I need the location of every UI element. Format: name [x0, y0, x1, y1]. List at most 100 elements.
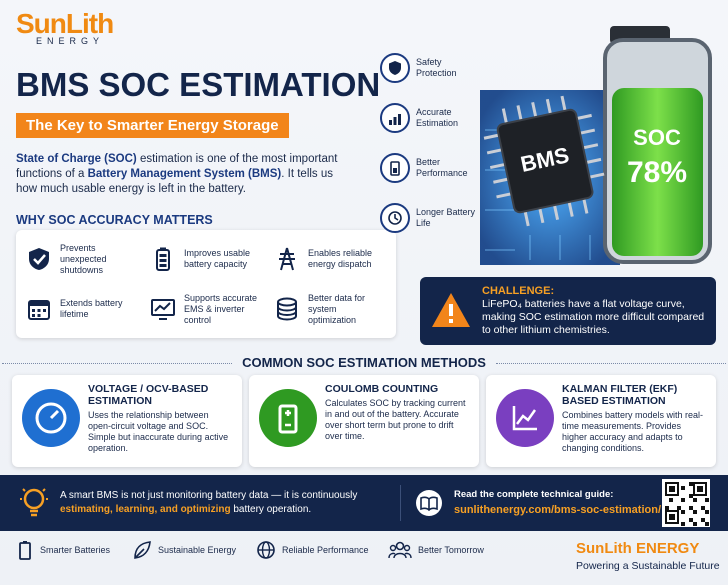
- footer-item: Better Tomorrow: [388, 540, 484, 560]
- warning-icon: [432, 293, 470, 327]
- why-title: WHY SOC ACCURACY MATTERS: [16, 213, 213, 227]
- why-text: Extends battery lifetime: [60, 298, 123, 319]
- battery-graphic: BMS SOC 78%: [480, 26, 712, 265]
- footer-text: Better Tomorrow: [418, 545, 484, 555]
- banner: A smart BMS is not just monitoring batte…: [0, 475, 728, 531]
- why-text: Supports accurate EMS & inverter control: [184, 292, 258, 325]
- why-item: Enables reliable energy dispatch: [268, 234, 392, 284]
- divider: [2, 363, 233, 365]
- qr-cell: [689, 494, 693, 498]
- title: BMS SOC ESTIMATION: [16, 66, 381, 103]
- intro-text: estimation is one of the most important …: [16, 153, 338, 180]
- intro-bold: Battery Management System (BMS): [87, 168, 282, 180]
- why-text: Enables reliable energy dispatch: [308, 248, 373, 269]
- qr-cell: [669, 514, 675, 520]
- divider: [400, 485, 401, 521]
- qr-cell: [677, 506, 681, 510]
- logo-sub: ENERGY: [36, 36, 105, 46]
- feature: Longer Battery Life: [380, 203, 480, 233]
- qr-cell: [681, 498, 685, 502]
- bulb-icon: [20, 488, 48, 517]
- chip: BMS: [483, 95, 605, 227]
- qr-cell: [705, 498, 709, 502]
- why-card: Prevents unexpected shutdowns Improves u…: [16, 230, 396, 338]
- why-text: Improves usable battery capacity: [184, 248, 251, 269]
- qr-cell: [681, 522, 685, 526]
- divider: [495, 363, 726, 365]
- why-text: Prevents unexpected shutdowns: [60, 242, 107, 275]
- qr-cell: [693, 498, 697, 502]
- banner-message: A smart BMS is not just monitoring batte…: [60, 489, 390, 517]
- method-text: Combines battery models with real-time m…: [562, 410, 704, 453]
- why-item: Supports accurate EMS & inverter control: [144, 284, 268, 334]
- feature-text: Better Performance: [416, 157, 468, 178]
- qr-cell: [705, 510, 709, 514]
- icon: [29, 248, 49, 270]
- method-icon: [259, 389, 317, 447]
- method-text: Uses the relationship between open-circu…: [88, 410, 229, 453]
- battery-fill: [612, 88, 703, 256]
- intro: State of Charge (SOC) estimation is one …: [16, 152, 356, 197]
- qr-cell: [689, 482, 693, 486]
- qr-cell: [669, 498, 673, 502]
- soc-value: 78%: [627, 156, 687, 189]
- method-icon: [22, 389, 80, 447]
- footer-item: Reliable Performance: [256, 540, 369, 560]
- why-item: Improves usable battery capacity: [144, 234, 268, 284]
- why-text: Better data for system optimization: [308, 292, 366, 325]
- icon: [151, 299, 175, 320]
- footer-brand: SunLith ENERGY: [576, 540, 700, 557]
- qr-cell: [701, 506, 705, 510]
- footer-text: Smarter Batteries: [40, 545, 111, 555]
- feature-text: Safety Protection: [416, 57, 457, 78]
- intro-text: . It tells us how much usable energy is …: [16, 168, 334, 195]
- method-title: COULOMB COUNTING: [325, 383, 439, 395]
- book-icon: [416, 490, 442, 516]
- icon: [156, 247, 170, 271]
- footer-tagline: Powering a Sustainable Future: [576, 560, 720, 572]
- footer-text: Sustainable Energy: [158, 545, 237, 555]
- methods-title-text: COMMON SOC ESTIMATION METHODS: [242, 355, 486, 370]
- qr-cell: [665, 506, 669, 510]
- feature-icon: [380, 203, 410, 233]
- feature-text: Longer Battery Life: [416, 207, 476, 228]
- challenge-box: CHALLENGE: LiFePO₄ batteries have a flat…: [420, 277, 716, 345]
- feature-icon: [380, 103, 410, 133]
- logo-name: SunLith: [16, 8, 114, 39]
- why-item: Better data for system optimization: [268, 284, 392, 334]
- feature: Accurate Estimation: [380, 103, 480, 133]
- qr-cell: [693, 522, 697, 526]
- method-title: KALMAN FILTER (EKF) BASED ESTIMATION: [562, 383, 678, 407]
- intro-bold: State of Charge (SOC): [16, 153, 137, 165]
- feature: Better Performance: [380, 153, 480, 183]
- guide-link[interactable]: sunlithenergy.com/bms-soc-estimation/: [454, 504, 662, 516]
- soc-label: SOC: [633, 125, 681, 150]
- feature-text: Accurate Estimation: [416, 107, 459, 128]
- qr-cell: [689, 518, 693, 522]
- qr-cell: [681, 486, 685, 490]
- qr-cell: [669, 486, 675, 492]
- feature-icon: [380, 153, 410, 183]
- why-item: Extends battery lifetime: [20, 284, 144, 334]
- qr-cell: [705, 522, 709, 526]
- methods-title: COMMON SOC ESTIMATION METHODS: [0, 355, 728, 370]
- why-item: Prevents unexpected shutdowns: [20, 234, 144, 284]
- banner-text: battery operation.: [230, 504, 312, 515]
- feature: Safety Protection: [380, 53, 480, 83]
- challenge-title: CHALLENGE:: [482, 285, 555, 297]
- qr-cell: [693, 510, 697, 514]
- method-card: COULOMB COUNTING Calculates SOC by track…: [249, 375, 479, 467]
- banner-text: A smart BMS is not just monitoring batte…: [60, 490, 358, 501]
- method-icon: [496, 389, 554, 447]
- icon: [28, 300, 50, 320]
- method-title: VOLTAGE / OCV-BASED ESTIMATION: [88, 383, 209, 407]
- qr-code: [662, 479, 710, 527]
- footer-item: Smarter Batteries: [16, 540, 110, 560]
- icon: [279, 247, 295, 271]
- qr-cell: [681, 510, 685, 514]
- banner-highlight: estimating, learning, and optimizing: [60, 504, 231, 515]
- feature-icon: [380, 53, 410, 83]
- challenge-text: LiFePO₄ batteries have a flat voltage cu…: [482, 298, 705, 336]
- footer-text: Reliable Performance: [282, 545, 369, 555]
